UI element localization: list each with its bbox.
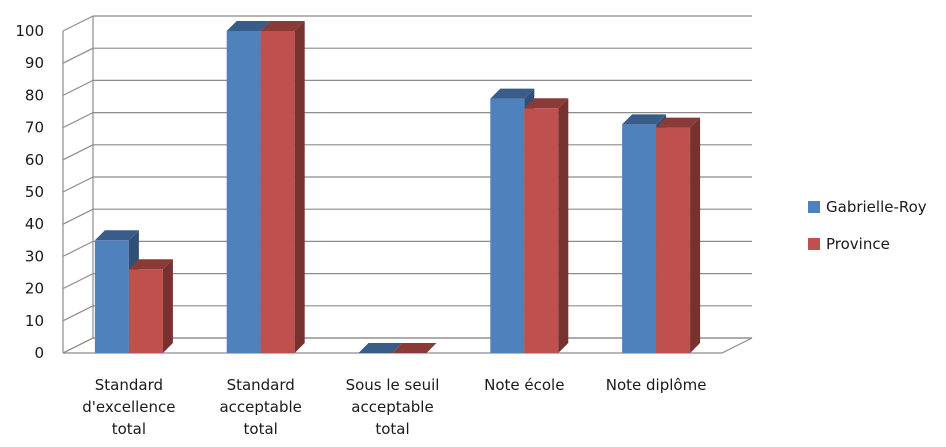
y-tick-label: 20: [25, 280, 44, 298]
gridline-side: [62, 79, 94, 96]
bar-side: [294, 21, 305, 353]
legend-label-gabrielle-roy: Gabrielle-Roy: [826, 198, 927, 216]
bar-top: [524, 98, 569, 109]
gridline-side: [62, 273, 94, 290]
gridline-side: [62, 305, 94, 322]
y-tick-label: 70: [25, 119, 44, 137]
x-tick-label: d'excellence: [82, 398, 175, 416]
bar-top: [622, 114, 667, 125]
y-tick-label: 10: [25, 312, 44, 330]
gridline-side: [62, 176, 94, 193]
bar: [524, 108, 559, 353]
legend-swatch-gabrielle-roy: [808, 201, 820, 213]
gridline-side: [62, 15, 94, 32]
bar-top: [128, 259, 173, 270]
bar-side: [162, 259, 173, 353]
legend-swatch-province: [808, 238, 820, 250]
legend-label-province: Province: [826, 235, 890, 253]
x-tick-label: acceptable: [219, 398, 301, 416]
y-tick-label: 30: [25, 247, 44, 265]
x-tick-label: Note école: [484, 376, 564, 394]
bar-top: [392, 343, 437, 353]
bar-top: [490, 88, 535, 99]
x-tick-label: Note diplôme: [606, 376, 707, 394]
bar-top: [260, 21, 305, 31]
bar: [128, 269, 163, 353]
gridline-side: [62, 208, 94, 225]
bar: [622, 124, 657, 353]
y-tick-label: 80: [25, 86, 44, 104]
legend-item-gabrielle-roy: Gabrielle-Roy: [808, 196, 927, 218]
bar-top: [226, 21, 271, 31]
bar-top: [656, 117, 701, 128]
x-tick-label: Standard: [227, 376, 295, 394]
x-tick-label: total: [375, 420, 409, 438]
x-tick-label: Standard: [95, 376, 163, 394]
x-tick-label: total: [112, 420, 146, 438]
y-tick-label: 0: [34, 344, 44, 362]
bar-side: [558, 98, 569, 353]
gridline-side: [62, 47, 94, 64]
y-tick-label: 40: [25, 215, 44, 233]
y-tick-label: 90: [25, 54, 44, 72]
y-tick-label: 60: [25, 151, 44, 169]
legend-item-province: Province: [808, 233, 927, 255]
bar: [490, 98, 525, 354]
y-tick-label: 100: [15, 22, 44, 40]
x-tick-label: total: [244, 420, 278, 438]
x-tick-label: Sous le seuil: [346, 376, 440, 394]
x-tick-label: acceptable: [351, 398, 433, 416]
bar: [656, 127, 691, 353]
bar-top: [358, 343, 403, 353]
legend: Gabrielle-Roy Province: [808, 196, 927, 270]
bar-side: [690, 117, 701, 353]
bar: [226, 31, 261, 353]
bar: [260, 31, 295, 353]
y-tick-label: 50: [25, 183, 44, 201]
gridline-side: [62, 112, 94, 129]
bar: [94, 240, 129, 353]
gridline-side: [62, 144, 94, 161]
bar-top: [94, 230, 139, 241]
gridline-side: [62, 240, 94, 257]
